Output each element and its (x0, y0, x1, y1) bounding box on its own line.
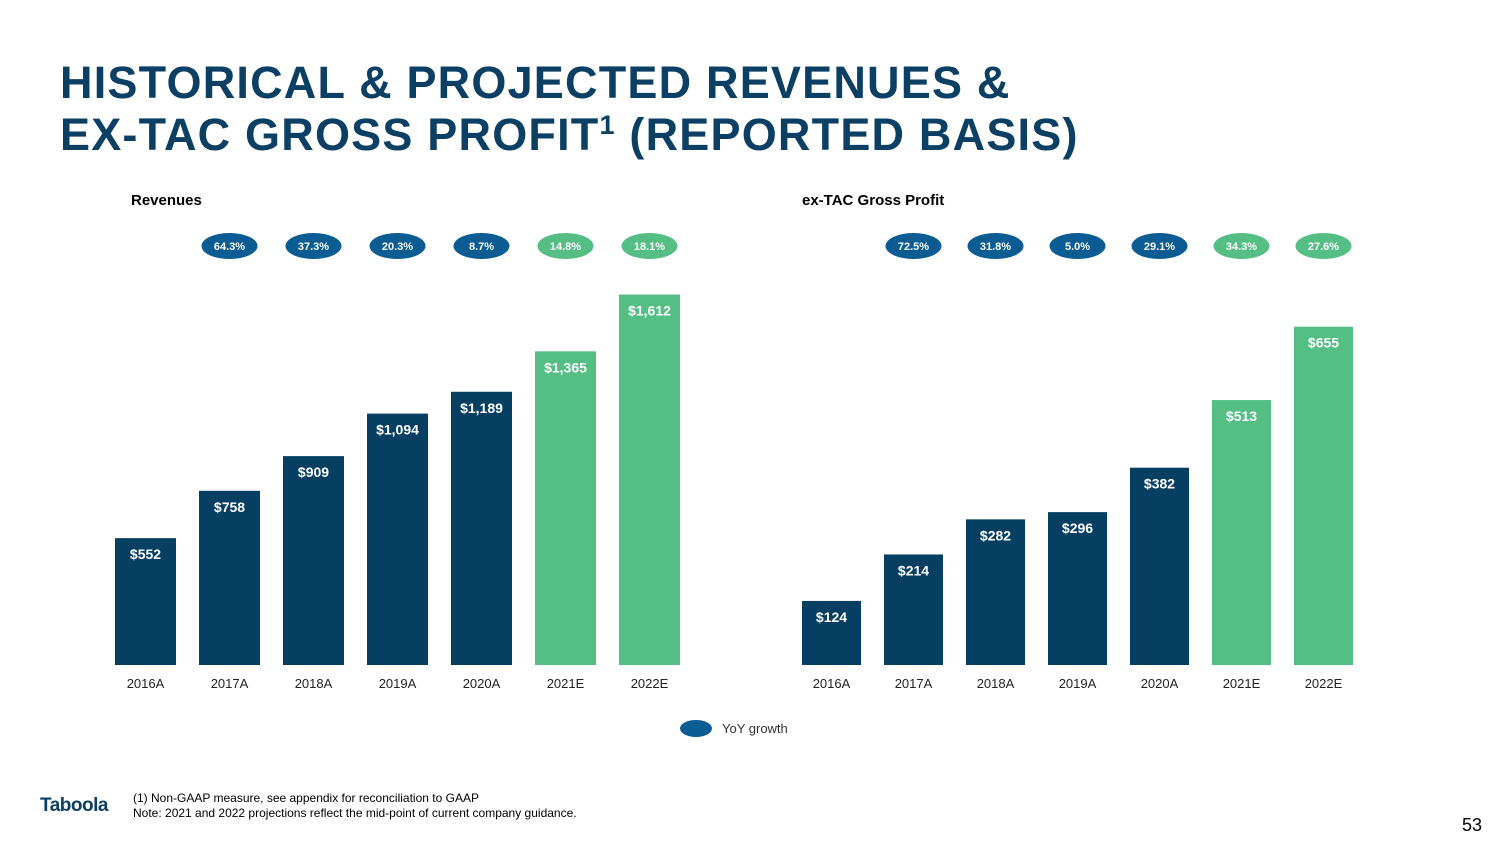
extac-category-label: 2016A (813, 676, 851, 691)
extac-value-label: $382 (1144, 476, 1175, 492)
title-line-2-suffix: (REPORTED BASIS) (615, 109, 1079, 160)
extac-category-label: 2022E (1305, 676, 1343, 691)
extac-category-label: 2020A (1141, 676, 1179, 691)
extac-category-label: 2021E (1223, 676, 1261, 691)
revenues-category-label: 2022E (631, 676, 669, 691)
extac-category-label: 2017A (895, 676, 933, 691)
revenues-growth-bubble (285, 233, 342, 259)
revenues-growth-bubble (201, 233, 258, 259)
extac-growth-label: 34.3% (1226, 241, 1257, 253)
legend-swatch-yoy-growth (680, 719, 712, 737)
extac-growth-label: 29.1% (1144, 241, 1175, 253)
revenues-category-label: 2018A (295, 676, 333, 691)
revenues-growth-label: 18.1% (634, 241, 665, 253)
extac-growth-bubble (1131, 233, 1188, 259)
extac-growth-label: 27.6% (1308, 241, 1339, 253)
extac-growth-bubble (885, 233, 942, 259)
extac-growth-label: 5.0% (1065, 241, 1090, 253)
revenues-category-label: 2017A (211, 676, 249, 691)
revenues-growth-label: 37.3% (298, 241, 329, 253)
extac-bar (1212, 400, 1271, 665)
revenues-value-label: $1,365 (544, 359, 587, 375)
extac-growth-bubble (1049, 233, 1106, 259)
extac-bar (884, 554, 943, 665)
extac-value-label: $124 (816, 609, 847, 625)
extac-chart-title: ex-TAC Gross Profit (802, 192, 944, 209)
revenues-growth-bubble (369, 233, 426, 259)
extac-bar (1130, 467, 1189, 665)
footnote-2: Note: 2021 and 2022 projections reflect … (133, 806, 577, 820)
title-line-1: HISTORICAL & PROJECTED REVENUES & (60, 57, 1011, 108)
revenues-category-label: 2021E (547, 676, 585, 691)
footnotes: (1) Non-GAAP measure, see appendix for r… (133, 791, 577, 821)
revenues-value-label: $909 (298, 464, 329, 480)
extac-value-label: $296 (1062, 520, 1093, 536)
revenues-value-label: $1,094 (376, 422, 419, 438)
revenues-value-label: $1,612 (628, 303, 671, 319)
revenues-growth-label: 8.7% (469, 241, 494, 253)
legend-label: YoY growth (722, 720, 788, 736)
extac-growth-bubble (1295, 233, 1352, 259)
revenues-value-label: $1,189 (460, 400, 503, 416)
extac-growth-label: 72.5% (898, 241, 929, 253)
revenues-bar (199, 490, 260, 665)
extac-bar (1048, 512, 1107, 665)
revenues-value-label: $758 (214, 499, 245, 515)
revenues-category-label: 2020A (463, 676, 501, 691)
revenues-growth-label: 20.3% (382, 241, 413, 253)
extac-value-label: $282 (980, 527, 1011, 543)
extac-category-label: 2019A (1059, 676, 1097, 691)
extac-growth-bubble (967, 233, 1024, 259)
revenues-bar (115, 538, 176, 665)
page-number: 53 (1462, 815, 1483, 835)
revenues-growth-label: 64.3% (214, 241, 245, 253)
revenues-bar (451, 391, 512, 665)
revenues-growth-bubble (453, 233, 510, 259)
extac-growth-bubble (1213, 233, 1270, 259)
revenues-bar (535, 351, 596, 665)
legend: YoY growth (680, 717, 788, 739)
revenues-growth-bubble (537, 233, 594, 259)
extac-value-label: $655 (1308, 335, 1339, 351)
revenues-growth-label: 14.8% (550, 241, 581, 253)
revenues-bar (619, 294, 680, 665)
extac-bar (1294, 326, 1353, 665)
revenues-category-label: 2019A (379, 676, 417, 691)
extac-growth-label: 31.8% (980, 241, 1011, 253)
extac-bar (802, 600, 861, 665)
title-line-2: EX-TAC GROSS PROFIT (60, 109, 600, 160)
revenues-category-label: 2016A (127, 676, 165, 691)
revenues-bar (367, 413, 428, 665)
title-footnote-marker: 1 (599, 110, 616, 140)
revenues-value-label: $552 (130, 546, 161, 562)
extac-bar (966, 519, 1025, 665)
extac-category-label: 2018A (977, 676, 1015, 691)
revenues-chart-title: Revenues (131, 192, 202, 209)
taboola-logo: Taboola (40, 795, 108, 816)
footnote-1: (1) Non-GAAP measure, see appendix for r… (133, 791, 479, 805)
revenues-bar (283, 456, 344, 665)
extac-value-label: $214 (898, 562, 929, 578)
slide-title: HISTORICAL & PROJECTED REVENUES & EX-TAC… (60, 57, 1079, 161)
extac-value-label: $513 (1226, 408, 1257, 424)
revenues-growth-bubble (621, 233, 678, 259)
